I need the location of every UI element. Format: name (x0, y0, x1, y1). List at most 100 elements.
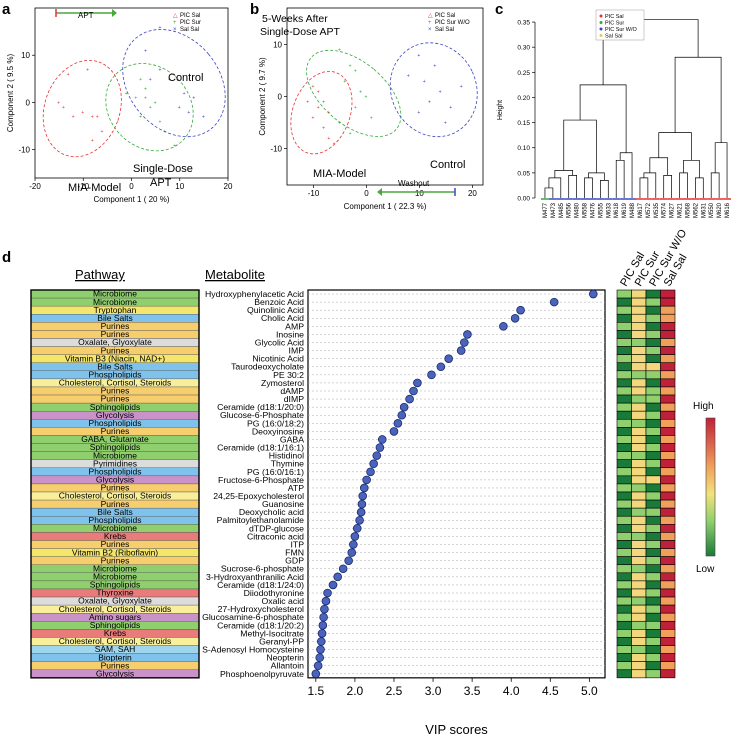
scale-low-label: Low (696, 564, 715, 575)
heatmap-cell (645, 338, 661, 347)
leaf-label: M480 (575, 202, 581, 218)
vip-point (323, 588, 332, 598)
heatmap-cell (645, 556, 661, 566)
dendrogram-branch (710, 172, 720, 198)
heatmap-cell (631, 499, 647, 509)
heatmap-cell (616, 645, 632, 654)
scale-high-label: High (693, 401, 714, 412)
vip-point (397, 410, 407, 420)
heatmap-cell (616, 443, 632, 452)
five-weeks-label: 5-Weeks After (262, 13, 328, 25)
vip-point (315, 653, 325, 662)
control-label: Control (168, 72, 203, 84)
heatmap-cell (631, 289, 647, 299)
sample-point: + (439, 89, 442, 95)
sample-point: + (154, 100, 157, 106)
legend-label: PIC Sur (180, 20, 201, 26)
x-tick-label: 3.5 (464, 684, 481, 698)
vip-point (375, 443, 385, 452)
pathway-label: Purines (101, 660, 130, 670)
vip-point (427, 370, 436, 380)
group-ellipse (290, 70, 353, 155)
x-axis-title: VIP scores (425, 722, 488, 737)
sample-point: + (428, 100, 431, 106)
y-tick-label: 0.00 (517, 196, 530, 203)
heatmap-cell (616, 313, 632, 323)
sample-point: + (460, 84, 463, 90)
vip-point (460, 338, 469, 347)
heatmap-cell (645, 313, 661, 323)
x-tick-label: 5.0 (581, 684, 598, 698)
leaf-label: M556 (567, 202, 573, 218)
leaf-label: M476 (590, 202, 596, 218)
heatmap-cell (631, 443, 647, 452)
metabolite-label: Sucrose-6-phosphate (221, 564, 304, 574)
heatmap-cell (616, 637, 632, 646)
heatmap-cell (645, 612, 661, 622)
dendrogram-branch (649, 157, 669, 176)
control-label-b: Control (430, 159, 465, 171)
pathway-header: Pathway (75, 267, 125, 282)
heatmap-cell (616, 297, 632, 307)
heatmap-cell (631, 588, 647, 598)
dendrogram-branch (600, 180, 609, 198)
heatmap-cell (645, 427, 661, 436)
heatmap-cell (616, 354, 632, 364)
heatmap-cell (616, 362, 632, 372)
heatmap-cell (631, 507, 647, 517)
metabolite-label: Cholic Acid (261, 313, 304, 323)
sample-point: + (101, 129, 104, 135)
metabolite-label: FMN (285, 548, 304, 558)
heatmap-cell (645, 435, 661, 444)
heatmap-cell (631, 612, 647, 622)
metabolite-label: dTDP-glucose (249, 523, 304, 533)
heatmap-cell (660, 612, 676, 622)
heatmap-cell (645, 475, 661, 485)
pathway-label: Amino sugars (89, 612, 141, 622)
heatmap-cell (616, 596, 632, 606)
vip-point (444, 354, 453, 363)
pathway-label: Purines (101, 539, 130, 549)
heatmap-cell (631, 629, 647, 638)
sample-point: + (202, 115, 205, 121)
heatmap-cell (645, 572, 661, 582)
pathway-label: GABA, Glutamate (81, 434, 149, 444)
vip-point (319, 612, 328, 622)
pathway-label: Purines (101, 394, 130, 404)
sample-point: + (72, 115, 75, 121)
heatmap-cell (631, 338, 647, 347)
vip-point (413, 378, 422, 388)
metabolite-label: Glucosamine-6-phosphate (202, 612, 304, 622)
heatmap-cell (660, 362, 676, 372)
heatmap-cell (660, 467, 676, 477)
vip-point (352, 524, 362, 533)
dendrogram-branch (679, 172, 688, 198)
legend-marker (599, 14, 603, 18)
pathway-label: Thyroxine (96, 588, 134, 598)
heatmap-cell (645, 394, 661, 404)
heatmap-cell (616, 588, 632, 598)
leaf-label: M550 (709, 202, 715, 218)
vip-point (320, 604, 329, 614)
metabolite-label: Phosphoenolpyruvate (220, 669, 304, 679)
metabolite-label: Methyl-Isocitrate (240, 628, 304, 638)
sample-point: + (322, 126, 325, 132)
heatmap-cell (660, 588, 676, 598)
legend-marker: △ (428, 13, 433, 19)
legend-marker (599, 34, 603, 37)
pathway-label: Cholesterol, Cortisol, Steroids (59, 636, 171, 646)
heatmap-cell (616, 394, 632, 404)
vip-point (405, 394, 414, 404)
heatmap-cell (631, 669, 647, 679)
sample-point: + (338, 121, 341, 127)
vip-point (313, 661, 323, 671)
leaf-label: M619 (622, 202, 628, 218)
pathway-label: Microbiome (93, 523, 137, 533)
sample-point: + (187, 110, 190, 116)
sample-point: + (311, 115, 314, 121)
heatmap-cell (631, 572, 647, 582)
legend-label: Sal Sal (435, 27, 454, 33)
heatmap-cell (660, 394, 676, 404)
heatmap-cell (616, 580, 632, 590)
metabolite-label: Fructose-6-Phosphate (218, 475, 304, 485)
